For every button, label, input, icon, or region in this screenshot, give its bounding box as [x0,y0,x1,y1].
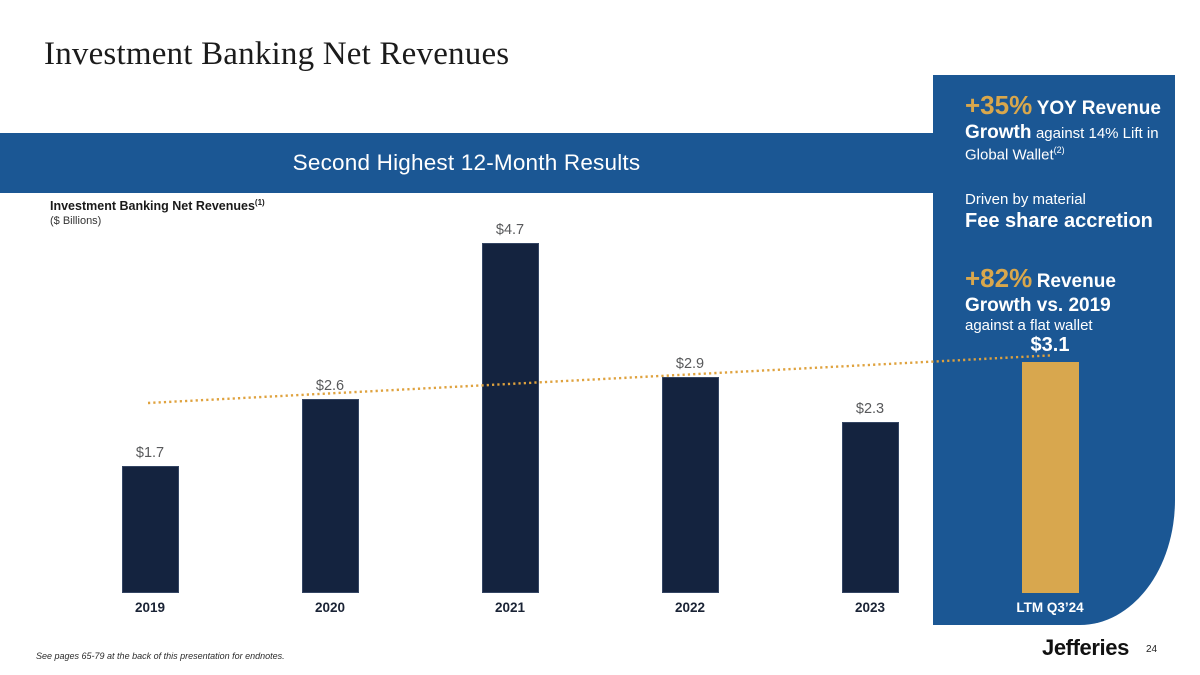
page-title: Investment Banking Net Revenues [44,36,510,72]
category-label: 2020 [314,600,346,615]
highlight-panel: +35% YOY Revenue Growth against 14% Lift… [933,75,1175,625]
value-label: $2.9 [675,356,705,372]
bar-2021 [481,243,539,593]
stat-2019-pct: +82% [965,262,1033,293]
endnote-ref-2: (2) [1053,144,1065,155]
bar-2023 [841,422,899,593]
category-label: 2021 [494,600,526,615]
stat-yoy-bold: YOY Revenue Growth [965,98,1161,144]
value-label: $2.6 [315,378,345,394]
stat-fee-share: Driven by material Fee share accretion [965,191,1161,233]
jefferies-logo: Jefferies [1042,635,1129,660]
bar-LTM Q3’24 [1021,362,1079,593]
banner-text: Second Highest 12-Month Results [292,150,641,175]
highlight-panel-content: +35% YOY Revenue Growth against 14% Lift… [965,89,1161,336]
category-label: LTM Q3’24 [1016,600,1084,615]
footnote: See pages 65-79 at the back of this pres… [36,651,285,661]
endnote-ref-1: (1) [254,198,265,207]
stat-2019-bold: Revenue Growth vs. 2019 [965,270,1116,316]
page-number: 24 [1146,644,1158,655]
stat-yoy-growth: +35% YOY Revenue Growth against 14% Lift… [965,89,1161,165]
stat-yoy-pct: +35% [965,90,1033,120]
stat-fee-bold: Fee share accretion [965,209,1153,232]
bar-2019 [121,466,179,593]
stat-2019-detail: against a flat wallet [965,317,1093,335]
chart-title: Investment Banking Net Revenues(1) [50,198,265,213]
stat-fee-intro: Driven by material [965,190,1086,208]
chart-header: Investment Banking Net Revenues(1) ($ Bi… [50,198,265,227]
value-label: $3.1 [1030,334,1070,356]
category-label: 2023 [854,600,886,615]
stat-yoy-detail: against 14% Lift in Global Wallet [965,125,1159,164]
bar-2020 [301,399,359,593]
value-label: $2.3 [855,401,885,417]
category-label: 2022 [674,600,706,615]
section-banner: Second Highest 12-Month Results [0,133,933,193]
bar-2022 [661,377,719,593]
value-label: $1.7 [135,445,165,461]
chart-units-label: ($ Billions) [50,215,102,228]
value-label: $4.7 [495,222,525,238]
stat-vs-2019: +82% Revenue Growth vs. 2019 against a f… [965,262,1161,336]
category-label: 2019 [134,600,166,615]
chart-title-text: Investment Banking Net Revenues [50,199,255,214]
